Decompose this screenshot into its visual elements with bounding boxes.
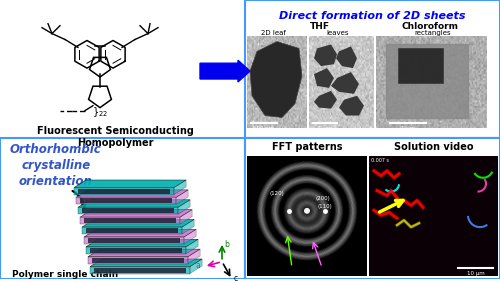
Polygon shape [184,230,196,244]
Text: FFT patterns: FFT patterns [272,142,342,152]
Polygon shape [174,180,186,194]
Polygon shape [80,198,172,203]
Polygon shape [90,248,182,253]
Circle shape [304,208,310,214]
Text: Direct formation of 2D sheets: Direct formation of 2D sheets [279,11,466,21]
Polygon shape [84,218,176,223]
Polygon shape [74,188,174,194]
Text: $\}_{22}$: $\}_{22}$ [92,106,108,119]
Polygon shape [76,198,176,204]
Polygon shape [182,220,194,234]
Text: THF: THF [310,22,330,31]
Text: (110): (110) [317,204,332,209]
Polygon shape [314,68,334,88]
Polygon shape [78,200,190,207]
Polygon shape [82,208,174,213]
Polygon shape [88,238,180,243]
Text: a: a [195,261,200,270]
Polygon shape [336,46,357,68]
Polygon shape [90,259,202,267]
Text: 1 μm: 1 μm [401,127,415,131]
Polygon shape [186,239,198,254]
Polygon shape [180,210,192,224]
Text: 0.007 s: 0.007 s [371,158,389,163]
Bar [245,138,500,279]
Text: Chloroform: Chloroform [402,22,458,31]
Polygon shape [84,230,196,237]
Polygon shape [74,180,186,188]
Bar [386,44,468,117]
Bar [0,138,245,279]
Polygon shape [90,267,190,274]
Polygon shape [92,258,184,263]
Polygon shape [88,249,200,257]
Bar [245,0,500,138]
Polygon shape [76,190,188,198]
Text: 500 nm: 500 nm [254,127,274,131]
Polygon shape [80,210,192,217]
Polygon shape [250,42,302,117]
Polygon shape [86,247,186,254]
Text: Orthorhombic
crystalline
orientation: Orthorhombic crystalline orientation [10,143,102,188]
Polygon shape [178,200,190,214]
Bar [369,156,498,276]
Polygon shape [88,257,188,264]
Polygon shape [190,259,202,274]
Polygon shape [80,217,180,224]
Polygon shape [188,249,200,264]
Text: Polymer single chain: Polymer single chain [12,270,118,278]
Polygon shape [314,91,337,109]
Polygon shape [86,228,178,233]
Text: 1 μm: 1 μm [318,127,332,131]
Text: (120): (120) [269,190,284,196]
FancyArrow shape [200,60,250,82]
Polygon shape [314,44,337,66]
Text: b: b [224,240,229,249]
Bar [398,48,443,83]
Text: 2D leaf: 2D leaf [260,30,285,36]
Text: Solution video: Solution video [394,142,473,152]
Polygon shape [82,227,182,234]
Text: Fluorescent Semiconducting
Homopolymer: Fluorescent Semiconducting Homopolymer [36,127,194,148]
Text: c: c [234,275,238,283]
Text: rectangles: rectangles [414,30,452,36]
Polygon shape [78,188,170,194]
Polygon shape [84,237,184,244]
Bar [247,156,367,276]
Polygon shape [86,239,198,247]
Polygon shape [176,190,188,204]
Polygon shape [339,96,364,115]
Polygon shape [94,268,186,273]
Polygon shape [78,207,178,214]
Polygon shape [331,72,359,94]
Text: 10 μm: 10 μm [467,271,485,276]
Polygon shape [82,220,194,227]
Text: (200): (200) [315,196,330,201]
Text: leaves: leaves [327,30,349,36]
